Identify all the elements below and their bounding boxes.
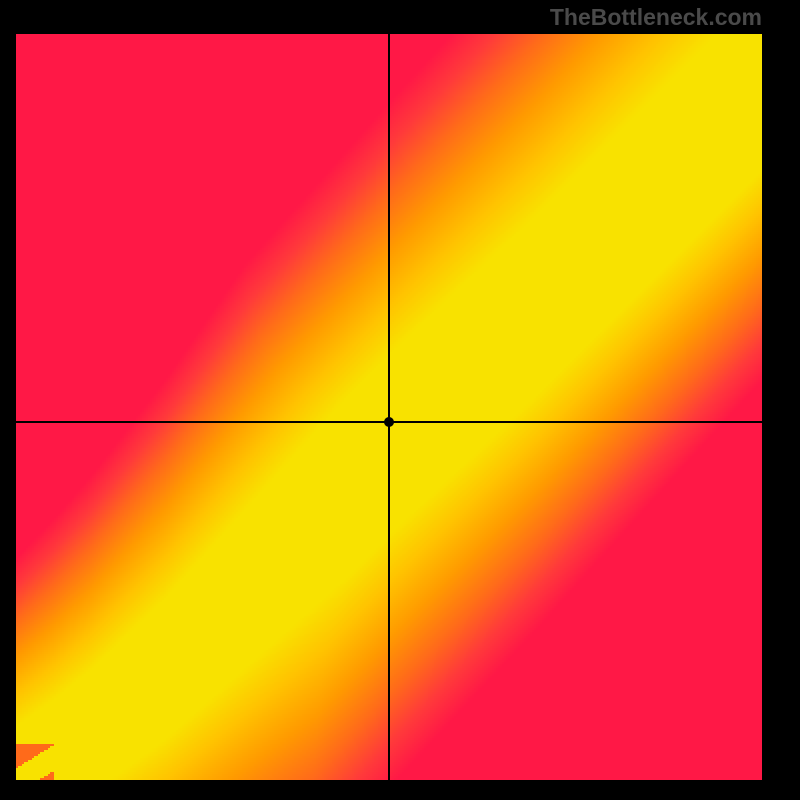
crosshair-vertical	[388, 34, 390, 780]
chart-container: TheBottleneck.com	[0, 0, 800, 800]
crosshair-marker-dot	[384, 417, 394, 427]
watermark-text: TheBottleneck.com	[550, 4, 762, 31]
